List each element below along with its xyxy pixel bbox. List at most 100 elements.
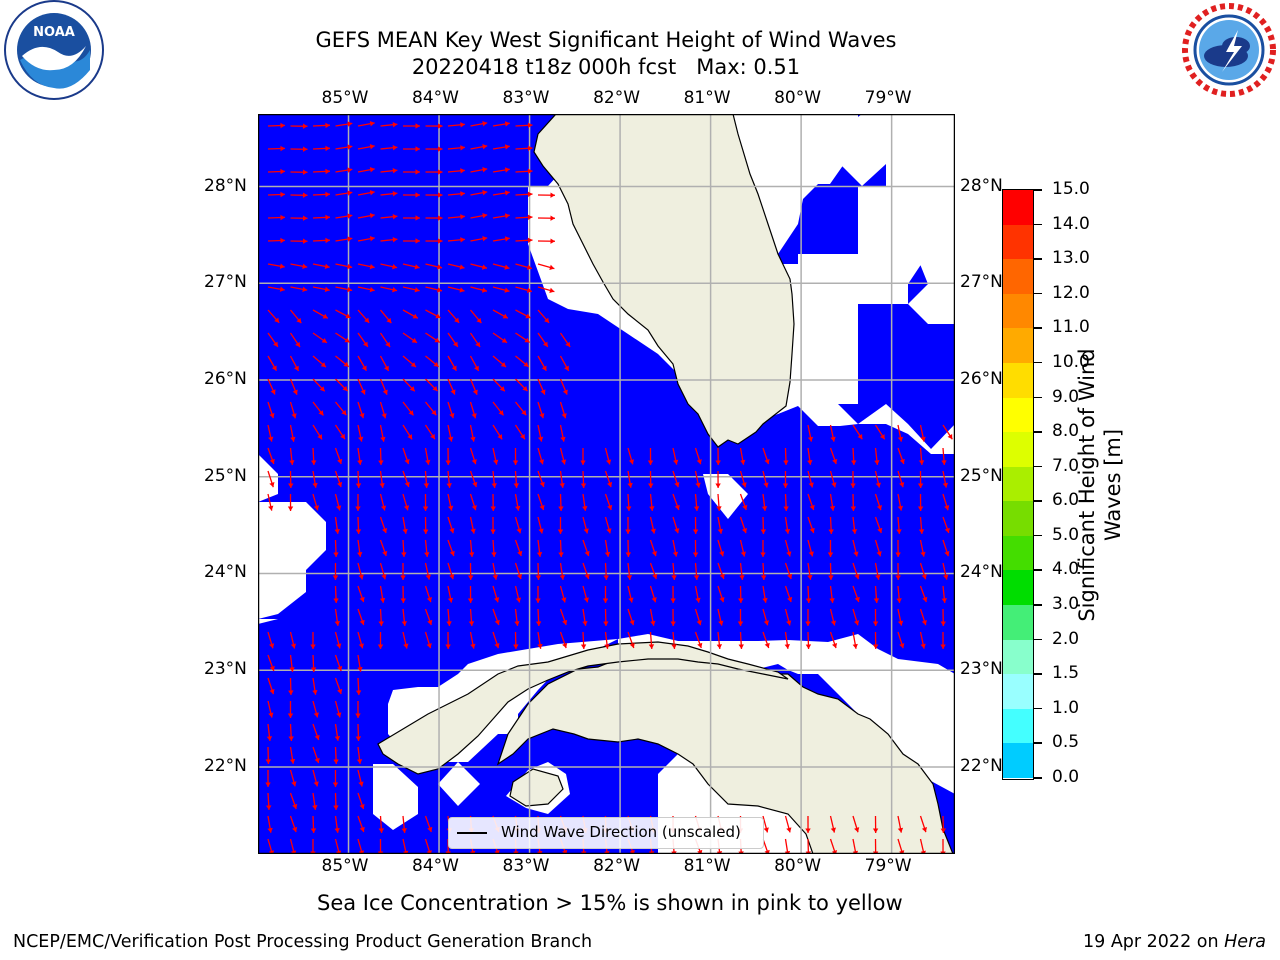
wind-wave-arrow bbox=[380, 168, 398, 174]
colorbar-tick-label: 1.5 bbox=[1052, 663, 1080, 684]
colorbar-segment bbox=[1003, 743, 1033, 779]
wind-wave-arrow bbox=[603, 608, 609, 627]
colorbar bbox=[1002, 189, 1034, 780]
wind-wave-arrow bbox=[515, 168, 533, 175]
lat-tick-right: 26°N bbox=[960, 369, 1003, 389]
footer-date: 19 Apr 2022 on bbox=[1083, 932, 1225, 952]
wind-wave-arrow bbox=[289, 815, 298, 833]
wind-wave-arrow bbox=[919, 631, 926, 649]
wind-wave-arrow bbox=[582, 562, 590, 580]
wind-wave-arrow bbox=[558, 493, 564, 512]
wind-wave-arrow bbox=[402, 401, 414, 416]
wind-wave-arrow bbox=[627, 585, 634, 603]
wind-wave-arrow bbox=[649, 493, 655, 511]
wind-wave-arrow bbox=[716, 631, 723, 649]
wind-wave-arrow bbox=[469, 424, 476, 442]
lat-tick-left: 26°N bbox=[204, 369, 247, 389]
wind-wave-arrow bbox=[267, 145, 286, 152]
wind-wave-arrow bbox=[289, 424, 296, 442]
lon-tick-bottom: 83°W bbox=[502, 856, 550, 876]
wind-wave-arrow bbox=[807, 516, 815, 534]
wind-wave-arrow bbox=[469, 470, 478, 488]
wind-wave-arrow bbox=[356, 746, 363, 764]
wind-wave-arrow bbox=[852, 562, 860, 580]
wind-wave-arrow bbox=[267, 493, 274, 511]
colorbar-tick-mark bbox=[1034, 431, 1042, 433]
wind-wave-arrow bbox=[425, 146, 443, 152]
lat-tick-left: 28°N bbox=[204, 175, 247, 196]
lat-tick-left: 25°N bbox=[204, 465, 247, 486]
wind-wave-arrow bbox=[941, 447, 947, 465]
wind-wave-arrow bbox=[312, 237, 331, 244]
wind-wave-arrow bbox=[515, 286, 533, 293]
wind-wave-arrows bbox=[265, 121, 953, 854]
wind-wave-arrow bbox=[604, 539, 611, 557]
wind-wave-arrow bbox=[784, 608, 792, 626]
wind-wave-arrow bbox=[717, 608, 724, 626]
wind-wave-arrow bbox=[582, 493, 588, 511]
wind-wave-arrow bbox=[267, 286, 285, 292]
lat-tick-right: 24°N bbox=[960, 562, 1003, 583]
wind-wave-arrow bbox=[312, 723, 320, 741]
wind-wave-arrow bbox=[424, 562, 431, 580]
wind-wave-arrow bbox=[334, 631, 342, 649]
wind-wave-arrow bbox=[693, 562, 700, 580]
wind-wave-arrow bbox=[357, 236, 375, 242]
wind-wave-arrow bbox=[401, 539, 407, 558]
wind-wave-arrow bbox=[357, 792, 365, 810]
wind-wave-arrow bbox=[332, 562, 339, 581]
lat-tick-right: 27°N bbox=[960, 272, 1003, 293]
wind-wave-arrow bbox=[470, 309, 482, 324]
wind-wave-arrow bbox=[355, 493, 361, 512]
wind-wave-arrow bbox=[267, 237, 286, 244]
wind-wave-arrow bbox=[515, 263, 533, 270]
nws-logo bbox=[1178, 0, 1280, 102]
wind-wave-arrow bbox=[515, 191, 533, 198]
wind-wave-arrow bbox=[267, 355, 278, 372]
colorbar-segment bbox=[1003, 605, 1033, 641]
wind-wave-arrow bbox=[446, 470, 452, 488]
wind-wave-arrow bbox=[333, 792, 339, 811]
wind-wave-arrow bbox=[942, 539, 950, 557]
wind-wave-arrow bbox=[423, 470, 430, 489]
wind-wave-arrow bbox=[515, 378, 528, 392]
wind-wave-arrow bbox=[559, 608, 568, 626]
wind-wave-arrow bbox=[537, 631, 543, 649]
wind-wave-arrow bbox=[379, 378, 388, 395]
wind-wave-arrow bbox=[267, 631, 275, 649]
wind-wave-arrow bbox=[447, 168, 465, 174]
wind-wave-arrow bbox=[672, 493, 680, 511]
wind-wave-arrow bbox=[626, 493, 632, 512]
wind-wave-arrow bbox=[649, 585, 657, 603]
wind-wave-arrow bbox=[694, 470, 701, 488]
wind-wave-arrow bbox=[447, 585, 454, 603]
wind-wave-arrow bbox=[850, 493, 857, 512]
wind-wave-arrow bbox=[829, 608, 837, 626]
wind-wave-arrow bbox=[694, 447, 702, 465]
wind-wave-arrow bbox=[694, 585, 701, 603]
wind-wave-arrow bbox=[784, 539, 792, 557]
wind-wave-arrow bbox=[357, 213, 375, 219]
wind-wave-arrow bbox=[470, 190, 488, 196]
wind-wave-arrow bbox=[402, 424, 413, 440]
wind-wave-arrow bbox=[536, 539, 543, 557]
wind-wave-arrow bbox=[919, 608, 927, 626]
wind-wave-arrow bbox=[310, 815, 317, 834]
wind-wave-arrow bbox=[267, 424, 274, 442]
wind-wave-arrow bbox=[514, 608, 520, 626]
wind-wave-arrow bbox=[942, 516, 950, 534]
wind-wave-arrow bbox=[469, 447, 477, 465]
wind-wave-arrow bbox=[492, 631, 500, 649]
wind-wave-arrow bbox=[942, 493, 950, 511]
wind-wave-arrow bbox=[514, 424, 526, 440]
lon-tick-top: 85°W bbox=[321, 88, 369, 108]
wind-wave-arrow bbox=[380, 191, 398, 197]
wind-wave-arrow bbox=[312, 168, 331, 175]
wind-wave-arrow bbox=[492, 167, 510, 173]
wind-wave-arrow bbox=[311, 447, 317, 466]
wind-wave-arrow bbox=[335, 121, 353, 127]
wind-wave-arrow bbox=[379, 332, 391, 348]
wind-wave-arrow bbox=[378, 608, 384, 627]
wind-wave-arrow bbox=[334, 424, 346, 440]
wind-wave-arrow bbox=[446, 608, 452, 626]
